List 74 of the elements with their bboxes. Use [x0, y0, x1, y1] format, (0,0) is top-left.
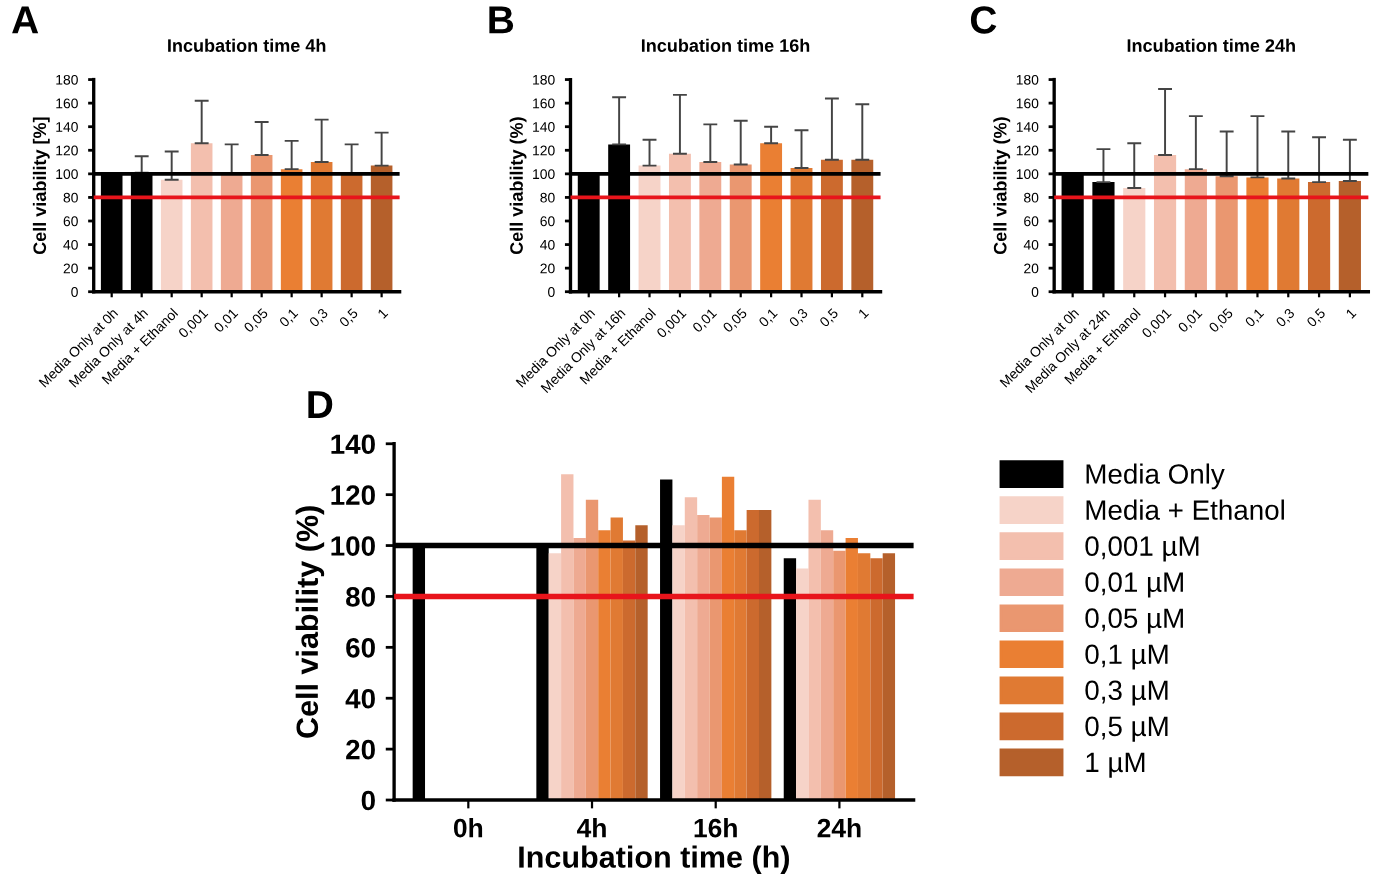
bar — [561, 474, 574, 801]
y-tick-label: 120 — [331, 485, 375, 505]
legend-label: Media Only — [1086, 463, 1225, 490]
x-axis-title: Incubation time (h) — [519, 845, 789, 874]
bar — [190, 143, 213, 292]
y-axis-title: Cell viability (%) — [295, 506, 325, 738]
bar — [548, 553, 562, 801]
bar — [1153, 154, 1177, 292]
bar — [672, 525, 685, 801]
bar — [1215, 176, 1238, 292]
bar — [1246, 177, 1269, 292]
legend-label: 0,5 µM — [1085, 716, 1168, 742]
bar — [622, 540, 636, 801]
x-tick-label: 16h — [694, 818, 737, 838]
text: C — [970, 6, 997, 34]
bar — [280, 169, 303, 292]
bar — [796, 568, 809, 801]
bar — [820, 530, 834, 801]
bar — [585, 499, 599, 801]
y-tick-label: 60 — [346, 638, 375, 658]
bar — [668, 153, 691, 292]
bar — [340, 173, 363, 292]
bar — [820, 159, 843, 292]
y-tick-label: 80 — [346, 587, 375, 607]
x-tick-label: 24h — [817, 818, 861, 838]
legend-label: 0,01 µM — [1085, 572, 1183, 598]
bar — [160, 179, 183, 292]
legend-label: 0,1 µM — [1085, 644, 1168, 670]
y-axis-title: Cell viability (%) — [509, 117, 527, 255]
bar — [1277, 178, 1300, 292]
y-axis-title: Cell viability (%) — [993, 117, 1011, 255]
bar — [573, 537, 586, 801]
x-tick-label: 0h — [453, 818, 483, 838]
bar — [808, 499, 821, 801]
bar — [635, 525, 648, 801]
y-tick-label: 140 — [331, 434, 375, 455]
bar — [310, 162, 333, 292]
chart-title: Incubation time 24h — [1127, 38, 1295, 52]
bar — [250, 154, 273, 292]
bar — [882, 553, 896, 801]
bar — [790, 167, 813, 292]
text: B — [489, 6, 514, 34]
y-tick-label: 20 — [346, 739, 375, 760]
bar — [729, 164, 752, 292]
y-axis-title: Cell viability [%] — [32, 117, 50, 255]
bar — [699, 162, 722, 292]
bar — [684, 497, 698, 801]
bar — [851, 159, 874, 292]
chart-title: Incubation time 16h — [641, 38, 810, 52]
bar — [1307, 182, 1331, 292]
bar — [746, 509, 759, 801]
legend-label: 0,05 µM — [1085, 608, 1183, 634]
text: D — [308, 391, 333, 418]
bar — [370, 165, 393, 292]
bar — [697, 515, 710, 801]
legend-label: 0,001 µM — [1085, 536, 1199, 562]
text: A — [12, 6, 39, 34]
legend-label: Media + Ethanol — [1086, 499, 1284, 520]
legend-label: 0,3 µM — [1085, 680, 1168, 706]
bar — [1123, 188, 1146, 292]
bar — [1338, 180, 1361, 292]
bar — [759, 509, 772, 801]
bar — [709, 517, 722, 801]
x-tick-label: 4h — [577, 818, 606, 838]
bar — [220, 173, 243, 292]
legend-label: 1 µM — [1086, 752, 1145, 778]
y-tick-label: 40 — [345, 688, 375, 709]
y-tick-label: 100 — [331, 536, 375, 556]
bar — [1184, 169, 1207, 292]
bar — [760, 143, 783, 292]
y-tick-label: 0 — [361, 790, 375, 811]
bar — [870, 558, 883, 801]
chart-title: Incubation time 4h — [168, 38, 326, 52]
bar — [833, 550, 846, 801]
